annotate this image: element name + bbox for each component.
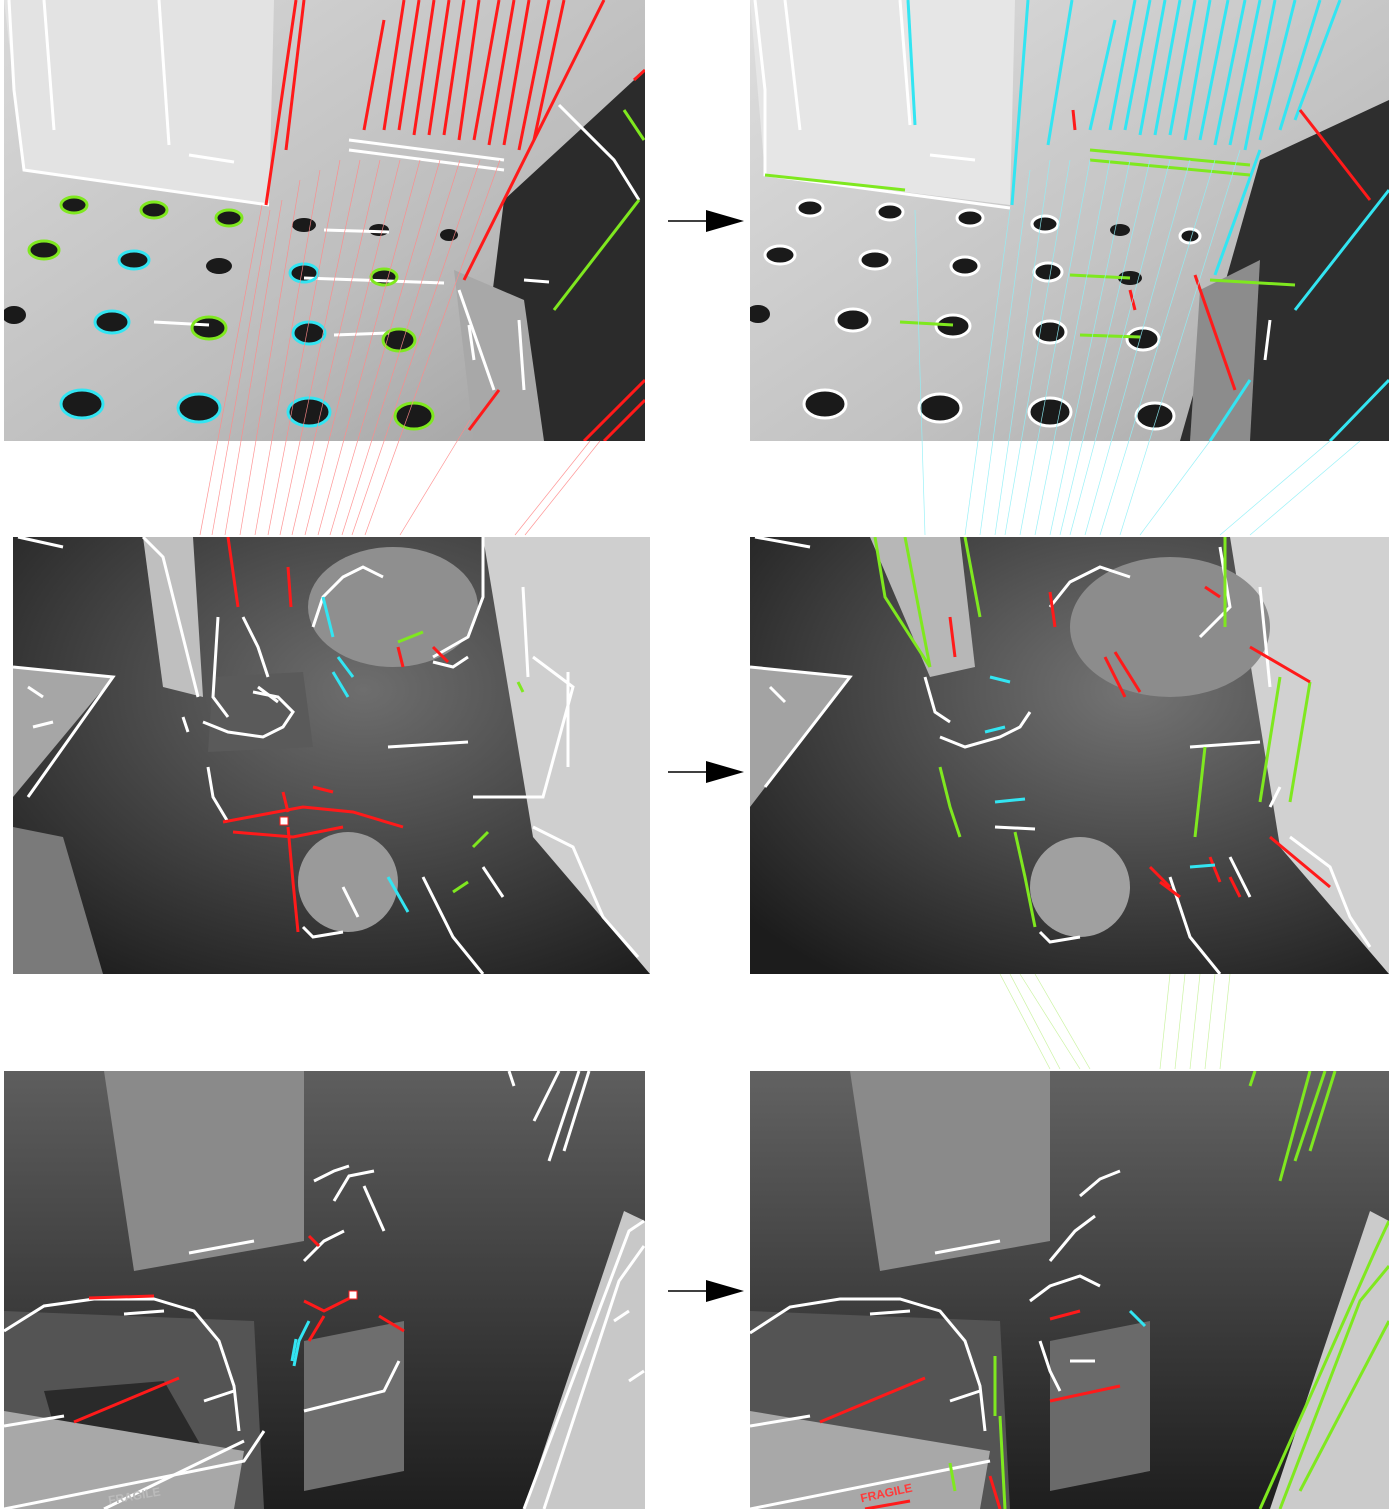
panel-row3-right: FRAGILE <box>750 1071 1389 1509</box>
panel-row2-left <box>13 537 650 974</box>
panel-row1-right <box>750 0 1389 441</box>
arrow-row-1 <box>668 210 744 232</box>
panel-row1-left <box>4 0 645 441</box>
arrow-row-3 <box>668 1280 744 1302</box>
arrow-row-2 <box>668 761 744 783</box>
panel-row3-left: FRAGILE <box>4 1071 645 1509</box>
panel-row2-right <box>750 537 1389 974</box>
